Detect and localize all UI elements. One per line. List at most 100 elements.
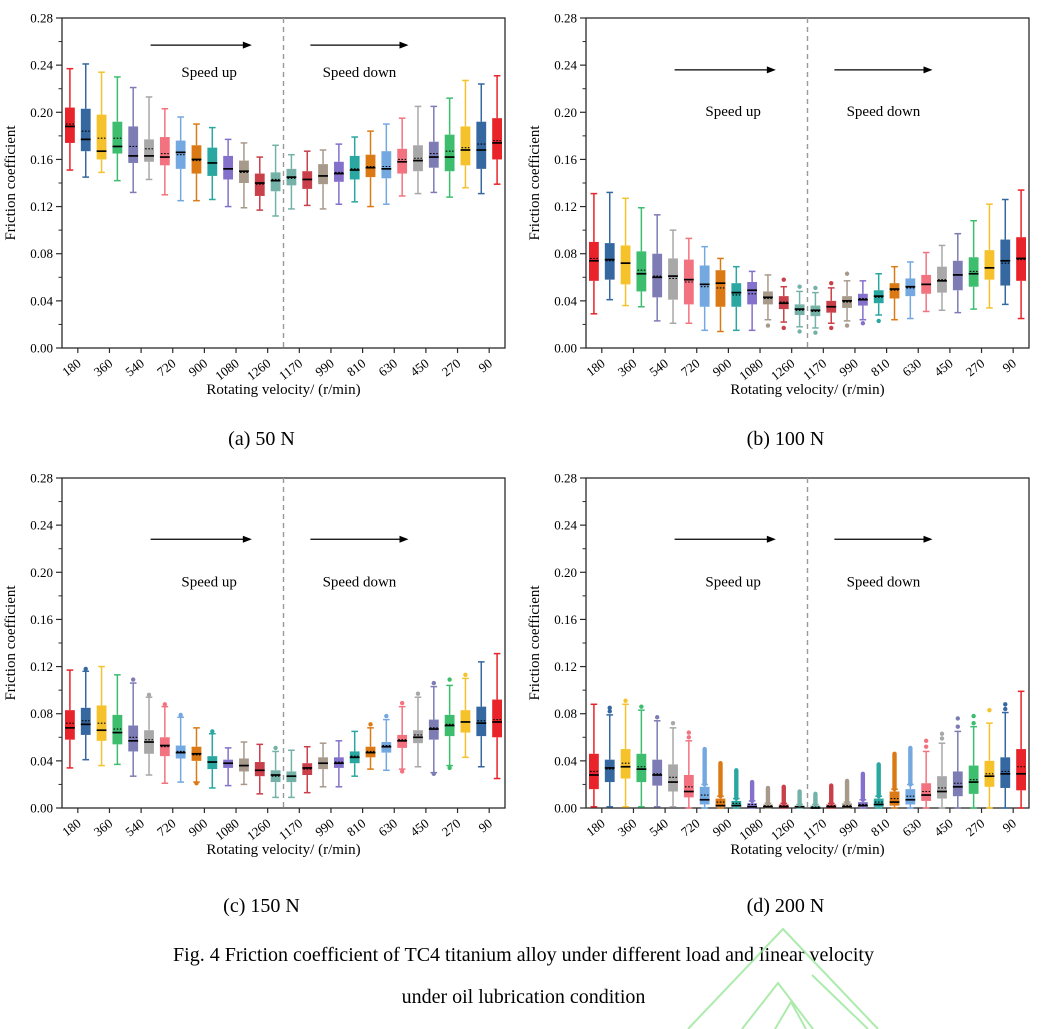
svg-text:630: 630 [899, 356, 924, 380]
svg-text:0.00: 0.00 [30, 801, 53, 816]
svg-text:0.08: 0.08 [30, 246, 53, 261]
svg-text:0.24: 0.24 [30, 518, 53, 533]
svg-text:540: 540 [122, 816, 147, 840]
svg-text:0.20: 0.20 [30, 565, 53, 580]
svg-text:1080: 1080 [212, 816, 242, 844]
svg-text:540: 540 [122, 356, 147, 380]
svg-text:0.04: 0.04 [554, 293, 577, 308]
svg-text:0.00: 0.00 [554, 801, 577, 816]
svg-text:810: 810 [344, 816, 369, 840]
svg-text:Friction coefficient: Friction coefficient [3, 585, 19, 701]
svg-text:Rotating velocity/ (r/min): Rotating velocity/ (r/min) [730, 842, 884, 858]
svg-text:360: 360 [91, 816, 116, 840]
svg-text:900: 900 [710, 356, 735, 380]
svg-text:0.12: 0.12 [30, 199, 53, 214]
svg-text:630: 630 [899, 816, 924, 840]
watermark-logo [687, 927, 879, 1029]
figure-caption-line1: Fig. 4 Friction coefficient of TC4 titan… [173, 944, 874, 966]
svg-text:90: 90 [1000, 356, 1019, 376]
svg-text:180: 180 [59, 816, 84, 840]
svg-text:180: 180 [583, 816, 608, 840]
svg-text:360: 360 [615, 816, 640, 840]
svg-text:810: 810 [868, 816, 893, 840]
svg-text:900: 900 [186, 356, 211, 380]
svg-text:Speed down: Speed down [323, 65, 397, 81]
svg-text:900: 900 [186, 816, 211, 840]
svg-text:Speed down: Speed down [323, 574, 397, 590]
svg-text:900: 900 [710, 816, 735, 840]
svg-text:0.16: 0.16 [30, 612, 53, 627]
svg-text:720: 720 [154, 356, 179, 380]
svg-text:0.20: 0.20 [554, 105, 577, 120]
svg-text:0.04: 0.04 [30, 293, 53, 308]
svg-text:0.24: 0.24 [554, 518, 577, 533]
svg-text:0.08: 0.08 [554, 246, 577, 261]
svg-text:270: 270 [439, 816, 464, 840]
svg-text:540: 540 [646, 356, 671, 380]
svg-text:0.24: 0.24 [30, 58, 53, 73]
svg-text:450: 450 [931, 356, 956, 380]
svg-text:0.16: 0.16 [554, 612, 577, 627]
svg-text:0.20: 0.20 [30, 105, 53, 120]
subcaption-a: (a) 50 N [228, 428, 295, 450]
svg-text:0.20: 0.20 [554, 565, 577, 580]
svg-text:0.08: 0.08 [554, 706, 577, 721]
svg-text:540: 540 [646, 816, 671, 840]
svg-text:180: 180 [59, 356, 84, 380]
svg-text:450: 450 [407, 356, 432, 380]
svg-text:180: 180 [583, 356, 608, 380]
svg-text:810: 810 [344, 356, 369, 380]
svg-text:360: 360 [615, 356, 640, 380]
svg-text:450: 450 [931, 816, 956, 840]
svg-text:0.12: 0.12 [554, 659, 577, 674]
boxplot-chart-a: 0.00 0.04 0.08 0.12 0.16 0.20 0.24 0.28 180 360 54… [3, 11, 506, 398]
boxplot-chart-b: 0.00 0.04 0.08 0.12 0.16 0.20 0.24 0.28 180 360 54… [527, 11, 1030, 398]
svg-text:Friction coefficient: Friction coefficient [3, 125, 19, 241]
svg-text:Speed down: Speed down [847, 104, 921, 120]
svg-text:Rotating velocity/ (r/min): Rotating velocity/ (r/min) [206, 382, 360, 398]
svg-text:Friction coefficient: Friction coefficient [527, 585, 543, 701]
svg-text:0.24: 0.24 [554, 58, 577, 73]
svg-text:990: 990 [312, 816, 337, 840]
svg-text:0.28: 0.28 [554, 11, 577, 26]
svg-text:1170: 1170 [800, 816, 829, 844]
svg-text:450: 450 [407, 816, 432, 840]
svg-text:Speed down: Speed down [847, 574, 921, 590]
svg-text:1260: 1260 [244, 356, 274, 384]
subcaption-c: (c) 150 N [223, 895, 300, 917]
svg-text:1170: 1170 [276, 816, 305, 844]
svg-text:1080: 1080 [212, 356, 242, 384]
svg-text:Rotating velocity/ (r/min): Rotating velocity/ (r/min) [206, 842, 360, 858]
svg-text:810: 810 [868, 356, 893, 380]
svg-text:Speed up: Speed up [181, 65, 236, 81]
svg-text:Speed up: Speed up [705, 574, 760, 590]
svg-text:0.00: 0.00 [554, 341, 577, 356]
svg-text:270: 270 [439, 356, 464, 380]
svg-text:990: 990 [836, 356, 861, 380]
svg-text:1170: 1170 [276, 356, 305, 384]
svg-text:720: 720 [154, 816, 179, 840]
svg-text:0.16: 0.16 [30, 152, 53, 167]
svg-text:0.12: 0.12 [554, 199, 577, 214]
svg-text:720: 720 [678, 356, 703, 380]
svg-text:0.04: 0.04 [30, 753, 53, 768]
svg-text:Speed up: Speed up [181, 574, 236, 590]
svg-text:90: 90 [476, 816, 495, 836]
svg-text:1170: 1170 [800, 356, 829, 384]
svg-text:720: 720 [678, 816, 703, 840]
subcaption-b: (b) 100 N [746, 428, 825, 450]
svg-text:1260: 1260 [768, 816, 798, 844]
svg-text:0.28: 0.28 [554, 471, 577, 486]
svg-text:Friction coefficient: Friction coefficient [527, 125, 543, 241]
subcaption-d: (d) 200 N [746, 895, 825, 917]
figure-caption-line2: under oil lubrication condition [401, 986, 646, 1008]
svg-text:1080: 1080 [736, 816, 766, 844]
svg-text:1080: 1080 [736, 356, 766, 384]
svg-text:0.08: 0.08 [30, 706, 53, 721]
svg-text:1260: 1260 [768, 356, 798, 384]
svg-text:0.04: 0.04 [554, 753, 577, 768]
svg-text:270: 270 [963, 356, 988, 380]
svg-text:270: 270 [963, 816, 988, 840]
svg-text:0.16: 0.16 [554, 152, 577, 167]
